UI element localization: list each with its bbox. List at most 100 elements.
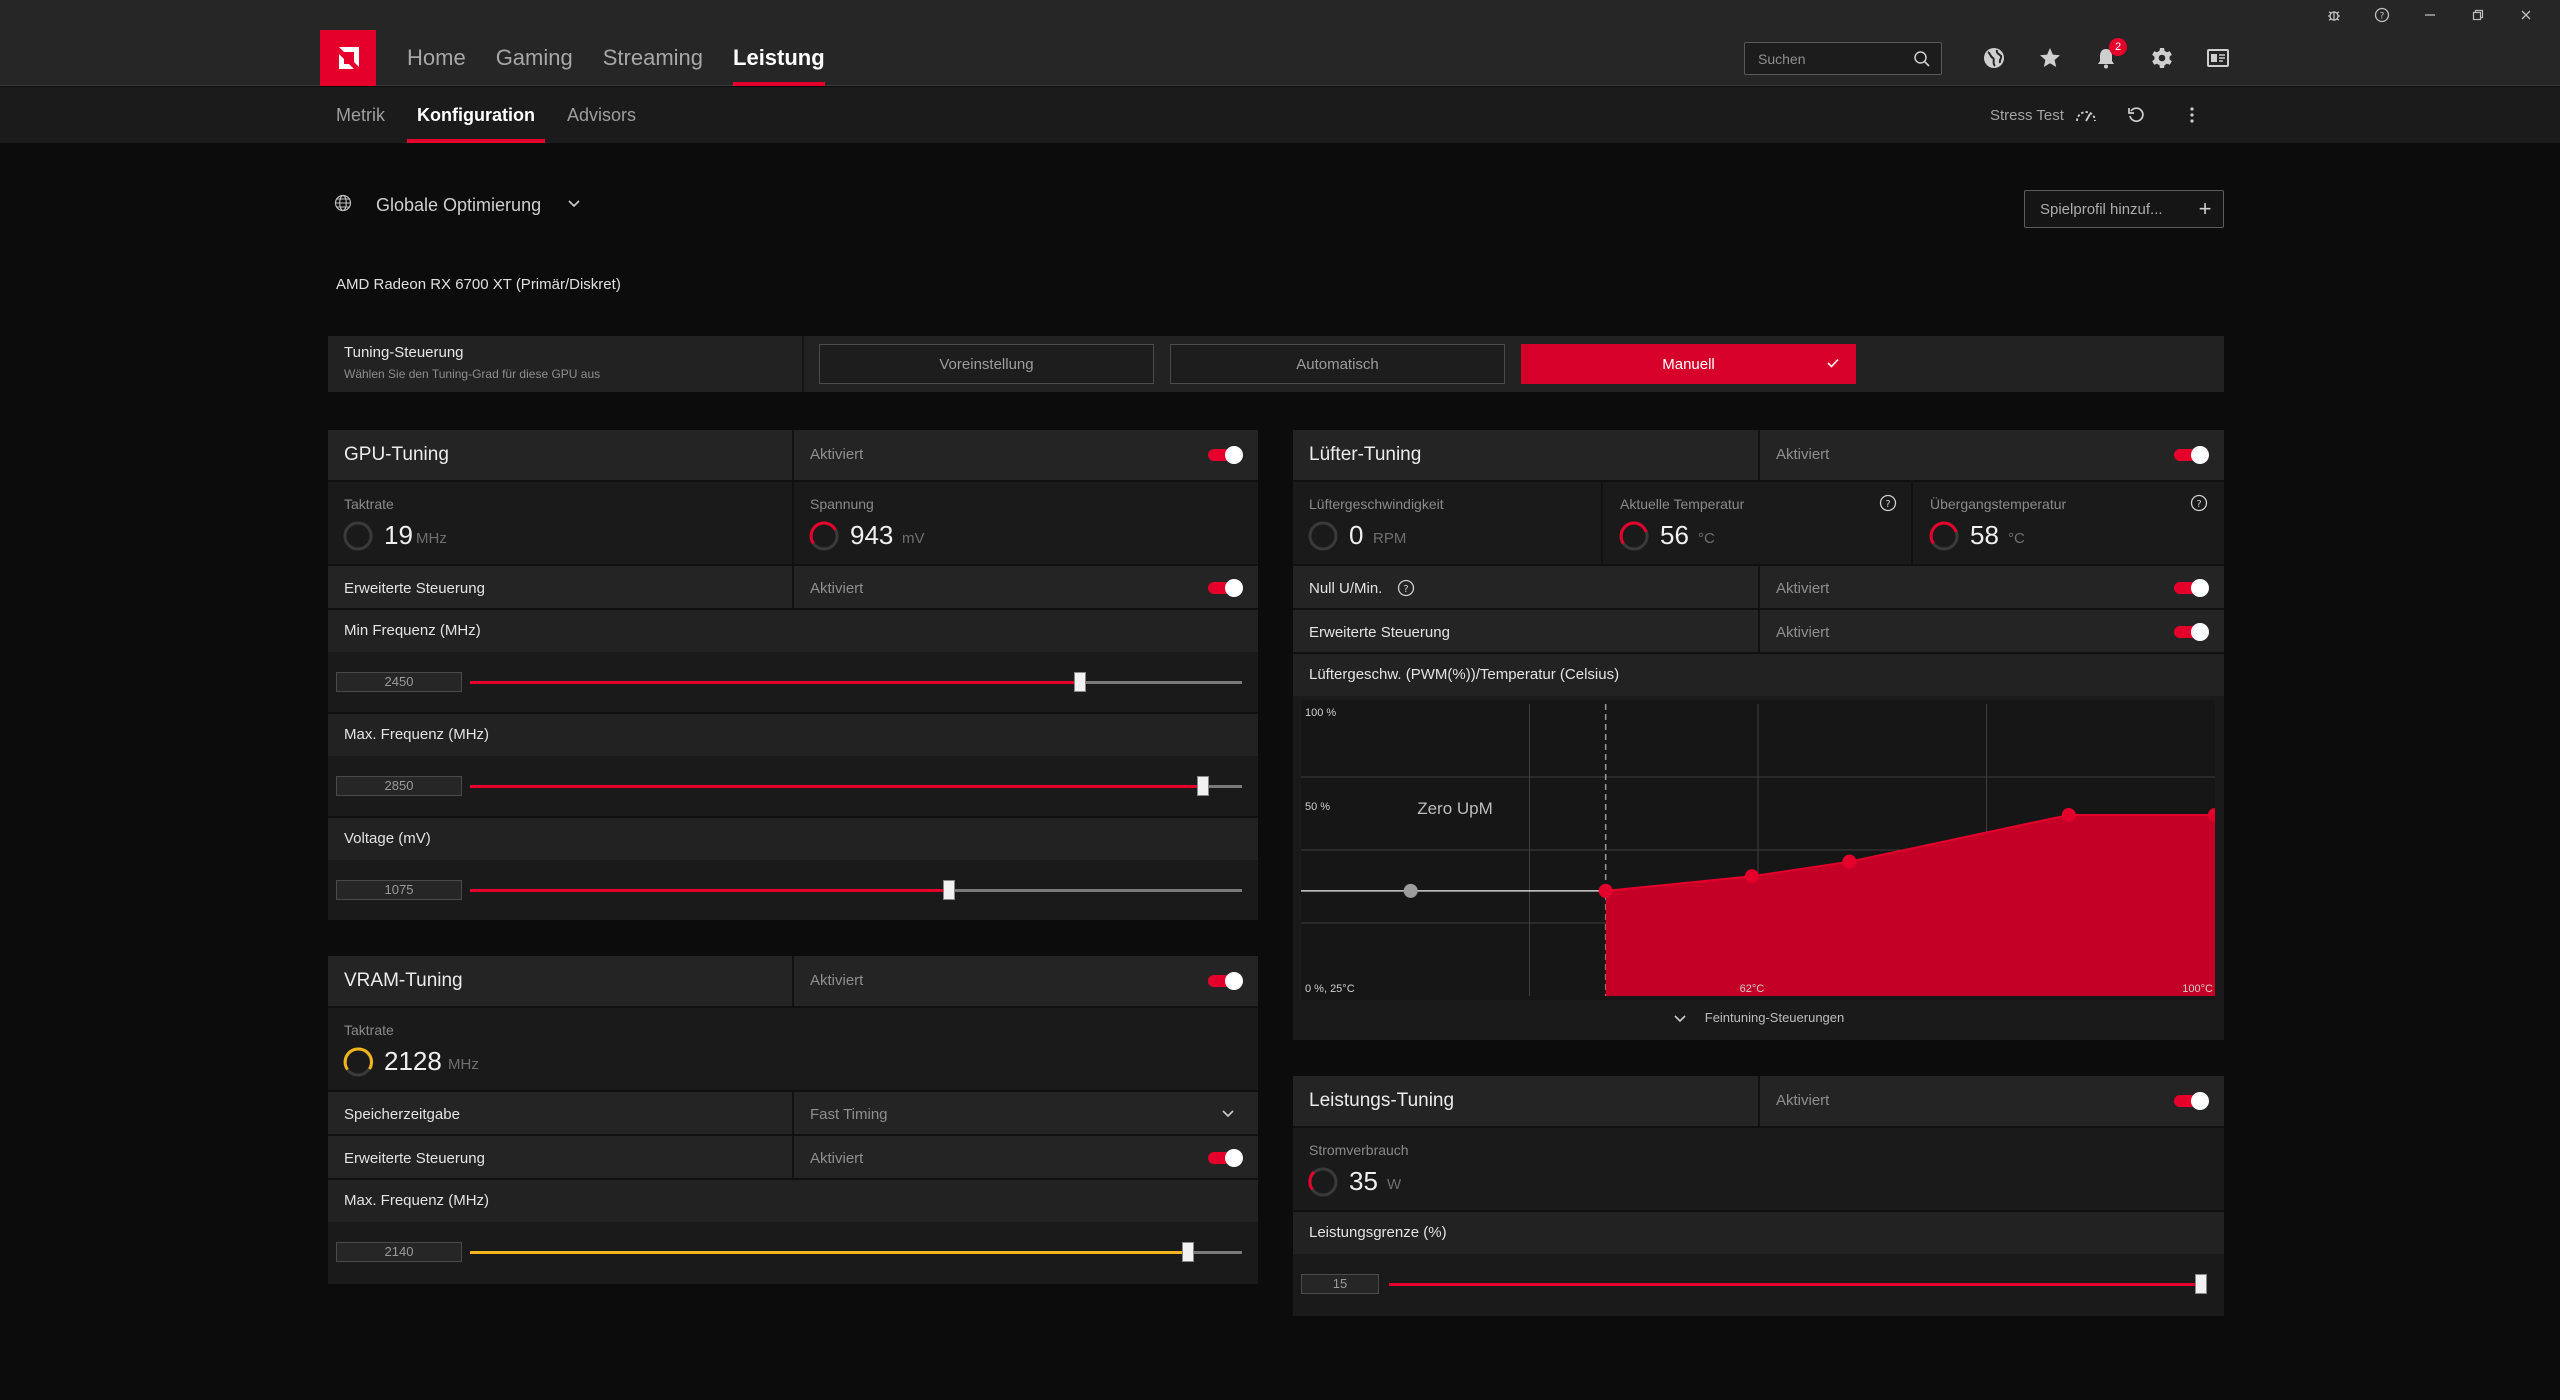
preset-button[interactable]: Voreinstellung: [819, 344, 1154, 384]
min-freq-slider[interactable]: [470, 672, 1242, 692]
plus-icon: +: [2198, 196, 2212, 221]
tab-konfiguration[interactable]: Konfiguration: [401, 87, 551, 143]
advanced-control-toggle[interactable]: [1208, 579, 1243, 597]
clock-gauge-icon: [343, 521, 373, 551]
vram-advanced-toggle[interactable]: [1208, 1149, 1243, 1167]
fan-speed-unit: RPM: [1373, 530, 1407, 547]
bug-report-icon[interactable]: [2310, 0, 2358, 30]
svg-text:?: ?: [1403, 584, 1408, 595]
gear-icon[interactable]: [2134, 30, 2190, 86]
vram-max-freq-input[interactable]: 2140: [336, 1242, 462, 1262]
zero-rpm-label: Null U/Min.: [1309, 580, 1383, 597]
tab-metrik[interactable]: Metrik: [336, 105, 385, 125]
chevron-down-icon[interactable]: [567, 196, 581, 214]
stress-test-label[interactable]: Stress Test: [1990, 106, 2064, 124]
max-freq-slider-fill: [470, 785, 1204, 788]
svg-text:?: ?: [2380, 12, 2385, 22]
vram-clock-value: 2128: [384, 1046, 442, 1076]
memory-timing-select[interactable]: Fast Timing: [810, 1106, 888, 1123]
power-tuning-panel: Leistungs-Tuning Aktiviert Stromverbrauc…: [1293, 1076, 2224, 1316]
fan-curve-point[interactable]: [1842, 854, 1857, 869]
fine-tune-controls-toggle[interactable]: Feintuning-Steuerungen: [1293, 1010, 2224, 1025]
max-freq-input[interactable]: 2850: [336, 776, 462, 796]
zero-rpm-annotation: Zero UpM: [1417, 799, 1493, 818]
more-options-icon[interactable]: [2164, 87, 2220, 143]
max-freq-label: Max. Frequenz (MHz): [344, 726, 490, 743]
max-freq-slider-thumb[interactable]: [1197, 776, 1210, 796]
vram-max-freq-slider[interactable]: [470, 1242, 1242, 1262]
power-limit-input[interactable]: 15: [1301, 1274, 1379, 1294]
svg-text:?: ?: [1885, 499, 1890, 510]
power-tuning-title: Leistungs-Tuning: [1309, 1090, 1455, 1111]
gpu-tuning-panel: GPU-Tuning Aktiviert Taktrate 19 MHz Spa…: [328, 430, 1258, 920]
help-icon[interactable]: ?: [2358, 0, 2406, 30]
fan-curve-point[interactable]: [2061, 807, 2076, 822]
voltage-mv-input[interactable]: 1075: [336, 880, 462, 900]
globe-icon[interactable]: [1966, 30, 2022, 86]
voltage-mv-label: Voltage (mV): [344, 830, 431, 847]
speedometer-icon[interactable]: [2064, 87, 2108, 143]
vram-tuning-title: VRAM-Tuning: [344, 970, 463, 991]
globe-small-icon: [334, 194, 352, 217]
min-freq-input[interactable]: 2450: [336, 672, 462, 692]
vram-advanced-status: Aktiviert: [810, 1150, 864, 1167]
power-limit-slider-thumb[interactable]: [2195, 1274, 2207, 1294]
max-freq-slider[interactable]: [470, 776, 1242, 796]
clock-label: Taktrate: [344, 496, 394, 512]
fan-tuning-toggle[interactable]: [2174, 446, 2209, 464]
reset-icon[interactable]: [2108, 87, 2164, 143]
vram-clock-unit: MHz: [448, 1056, 479, 1073]
amd-logo[interactable]: [320, 30, 376, 86]
power-tuning-toggle[interactable]: [2174, 1092, 2209, 1110]
chevron-down-icon[interactable]: [1221, 1109, 1235, 1119]
fan-curve-point[interactable]: [1598, 883, 1613, 898]
fan-curve-area: [1605, 814, 2215, 996]
nav-tab-home[interactable]: Home: [407, 45, 466, 70]
vram-tuning-toggle[interactable]: [1208, 972, 1243, 990]
minimize-icon[interactable]: [2406, 0, 2454, 30]
nav-tab-leistung[interactable]: Leistung: [718, 30, 840, 86]
help-circle-icon[interactable]: ?: [1397, 579, 1415, 597]
restore-icon[interactable]: [2454, 0, 2502, 30]
main-navbar: Home Gaming Streaming Leistung 2: [0, 30, 2560, 86]
fan-curve-point[interactable]: [2208, 807, 2215, 822]
power-limit-slider-fill: [1389, 1283, 2201, 1286]
fan-curve-chart[interactable]: 100 % 50 % 0 %, 25°C 62°C 100°C Zero UpM: [1301, 700, 2215, 1000]
voltage-value: 943: [850, 520, 894, 550]
help-circle-icon[interactable]: ?: [2190, 494, 2208, 512]
vram-max-freq-label: Max. Frequenz (MHz): [344, 1192, 490, 1209]
current-temp-label: Aktuelle Temperatur: [1620, 496, 1745, 512]
nav-tab-streaming[interactable]: Streaming: [602, 45, 704, 70]
fan-advanced-toggle[interactable]: [2174, 623, 2209, 641]
nav-tabs: Home Gaming Streaming Leistung: [392, 30, 840, 86]
fan-speed-label: Lüftergeschwindigkeit: [1309, 496, 1444, 512]
gpu-tuning-status: Aktiviert: [810, 446, 864, 463]
zero-rpm-toggle[interactable]: [2174, 579, 2209, 597]
voltage-mv-slider[interactable]: [470, 880, 1242, 900]
voltage-label: Spannung: [810, 496, 874, 512]
min-freq-slider-thumb[interactable]: [1073, 672, 1086, 692]
nav-tab-gaming[interactable]: Gaming: [495, 45, 573, 70]
automatic-button[interactable]: Automatisch: [1170, 344, 1505, 384]
vram-max-freq-slider-thumb[interactable]: [1181, 1242, 1194, 1262]
gpu-tuning-toggle[interactable]: [1208, 446, 1243, 464]
add-game-profile-button[interactable]: Spielprofil hinzuf... +: [2024, 190, 2224, 228]
voltage-mv-slider-thumb[interactable]: [942, 880, 955, 900]
bell-icon[interactable]: 2: [2078, 30, 2134, 86]
account-card-icon[interactable]: [2190, 30, 2246, 86]
manual-button[interactable]: Manuell: [1521, 344, 1856, 384]
fan-curve-point: [1403, 883, 1418, 898]
help-circle-icon[interactable]: ?: [1879, 494, 1897, 512]
y-tick-label: 100 %: [1305, 707, 1336, 719]
search-input[interactable]: [1745, 43, 1905, 74]
star-icon[interactable]: [2022, 30, 2078, 86]
fan-curve-point[interactable]: [1744, 869, 1759, 884]
advanced-control-label: Erweiterte Steuerung: [344, 580, 485, 597]
profile-selector[interactable]: Globale Optimierung: [334, 190, 581, 220]
notification-badge: 2: [2109, 38, 2127, 56]
close-icon[interactable]: [2502, 0, 2550, 30]
tab-advisors[interactable]: Advisors: [566, 105, 637, 125]
clock-value: 19: [384, 520, 413, 550]
power-limit-slider[interactable]: [1389, 1274, 2207, 1294]
search-icon[interactable]: [1913, 50, 1931, 73]
